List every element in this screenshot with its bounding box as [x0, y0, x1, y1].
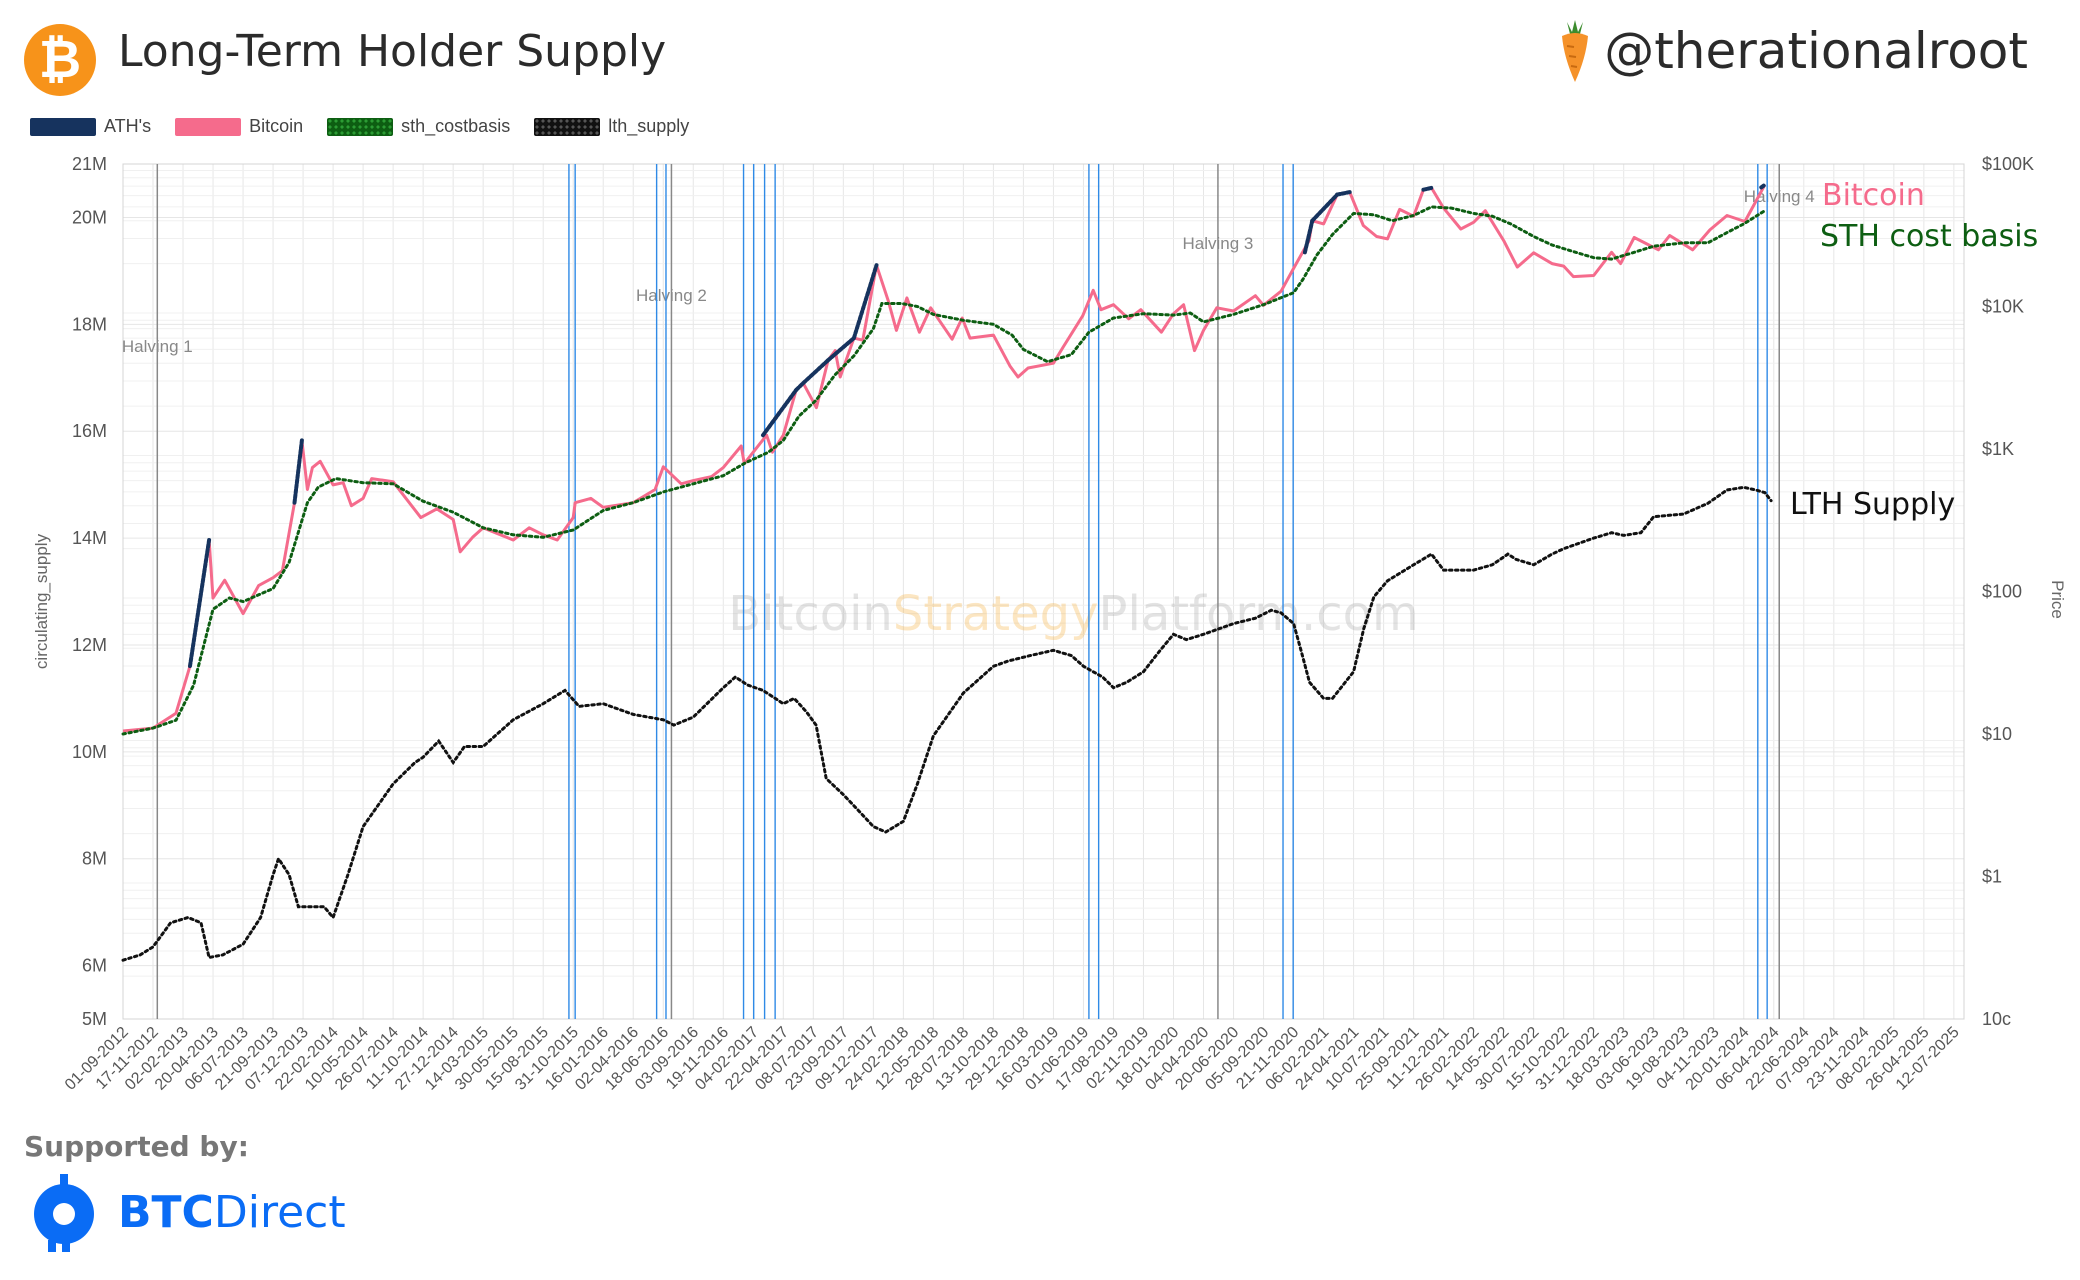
- legend: ATH's Bitcoin sth_costbasis lth_supply: [30, 116, 699, 137]
- series-line-bitcoin: [122, 184, 1767, 733]
- legend-swatch-bitcoin: [175, 117, 242, 136]
- y-right-tick-label: $100: [1982, 582, 2022, 602]
- y-left-tick-label: 18M: [72, 314, 107, 334]
- sponsor-logo[interactable]: BTCDirect: [30, 1172, 346, 1252]
- y-left-tick-label: 21M: [72, 154, 107, 174]
- page-title: Long-Term Holder Supply: [118, 26, 667, 77]
- bitcoin-logo-icon: ₿: [24, 24, 96, 96]
- y-left-tick-label: 8M: [82, 849, 107, 869]
- y-right-tick-label: $1: [1982, 867, 2002, 887]
- halving-label: Halving 2: [636, 286, 707, 305]
- y-right-axis-label: Price: [2048, 580, 2067, 619]
- plot-area: [122, 163, 1965, 1020]
- legend-swatch-sth-costbasis: [327, 117, 394, 136]
- series-line-ath-s: [1759, 182, 1767, 190]
- carrot-icon: [1562, 20, 1589, 82]
- series-line-ath-s: [188, 538, 212, 668]
- series-line-ath-s: [1421, 185, 1434, 192]
- watermark-part3: Platform.com: [1099, 586, 1419, 642]
- series-line-ath-s: [851, 263, 879, 341]
- watermark-part2: Strategy: [893, 586, 1099, 642]
- author-handle: @therationalroot: [1558, 18, 2028, 84]
- y-right-tick-label: $100K: [1982, 154, 2034, 174]
- annotation-bitcoin: Bitcoin: [1822, 178, 1925, 213]
- annotation-lth-supply: LTH Supply: [1790, 487, 1955, 522]
- series-line-sth-costbasis: [121, 205, 1767, 736]
- legend-swatch-lth-supply: [534, 117, 601, 136]
- series-line-ath-s: [1310, 192, 1340, 223]
- y-right-tick-label: $1K: [1982, 439, 2014, 459]
- series-line-ath-s: [826, 336, 856, 363]
- halving-label: Halving 3: [1182, 234, 1253, 253]
- halving-label: Halving 1: [122, 337, 193, 356]
- series-line-ath-s: [761, 387, 799, 438]
- watermark-part1: Bitcoin: [728, 586, 893, 642]
- annotation-sth-cost-basis: STH cost basis: [1820, 219, 2038, 254]
- y-right-tick-label: $10K: [1982, 297, 2024, 317]
- y-right-tick-label: $10: [1982, 724, 2012, 744]
- legend-item-sth-costbasis[interactable]: sth_costbasis: [327, 116, 510, 137]
- series-line-ath-s: [801, 358, 831, 386]
- legend-item-bitcoin[interactable]: Bitcoin: [175, 116, 303, 137]
- legend-label-lth-supply: lth_supply: [608, 116, 690, 136]
- series-line-ath-s: [1335, 190, 1352, 197]
- y-left-tick-label: 12M: [72, 635, 107, 655]
- legend-swatch-ath: [30, 117, 96, 136]
- sponsor-name: BTCDirect: [118, 1186, 346, 1238]
- legend-label-bitcoin: Bitcoin: [249, 116, 304, 136]
- legend-item-ath[interactable]: ATH's: [30, 116, 151, 137]
- legend-item-lth-supply[interactable]: lth_supply: [534, 116, 689, 137]
- y-left-tick-label: 20M: [72, 207, 107, 227]
- y-left-tick-label: 14M: [72, 528, 107, 548]
- legend-label-sth-costbasis: sth_costbasis: [401, 116, 511, 136]
- btcdirect-logo-icon: [34, 1174, 94, 1252]
- y-left-tick-label: 5M: [82, 1009, 107, 1029]
- y-left-tick-label: 10M: [72, 742, 107, 762]
- series-line-ath-s: [292, 438, 304, 505]
- watermark: BitcoinStrategyPlatform.com: [728, 586, 1418, 642]
- series-line-lth-supply: [121, 485, 1773, 962]
- y-left-tick-label: 16M: [72, 421, 107, 441]
- supported-by-label: Supported by:: [24, 1130, 249, 1163]
- handle-text: @therationalroot: [1604, 22, 2028, 80]
- series-line-ath-s: [1302, 218, 1315, 255]
- legend-label-ath: ATH's: [104, 116, 152, 136]
- y-left-tick-label: 6M: [82, 956, 107, 976]
- y-left-axis-label: circulating_supply: [32, 533, 51, 669]
- y-right-tick-label: 10c: [1982, 1009, 2011, 1029]
